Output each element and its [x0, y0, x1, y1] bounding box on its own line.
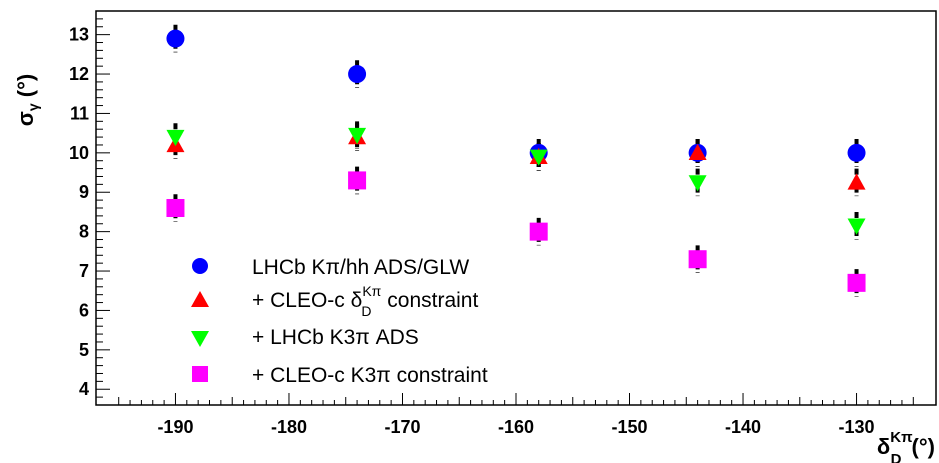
data-point-s3-p3	[688, 250, 707, 269]
data-point-s0-p4	[847, 143, 866, 162]
y-axis: 4 5 6 7 8 9 10 11 12 13	[69, 18, 110, 399]
data-point-s3-p4	[847, 273, 866, 292]
y-axis-title: σγ (°)	[13, 74, 41, 126]
data-point-s3-p1	[348, 171, 367, 190]
y-tick-label: 10	[69, 143, 89, 163]
x-tick-label: -130	[839, 417, 875, 437]
x-tick-label: -160	[498, 417, 534, 437]
data-markers	[166, 29, 866, 292]
y-tick-label: 6	[79, 300, 89, 320]
data-point-s0-p0	[166, 29, 185, 48]
y-tick-label: 9	[79, 182, 89, 202]
x-tick-label: -180	[271, 417, 307, 437]
legend-label-3: + CLEO-c K3π constraint	[252, 364, 488, 387]
y-tick-label: 8	[79, 222, 89, 242]
y-tick-label: 4	[79, 379, 89, 399]
x-tick-label: -140	[725, 417, 761, 437]
data-point-s2-p0	[166, 129, 185, 147]
legend-marker-3	[192, 366, 208, 382]
y-tick-label: 5	[79, 340, 89, 360]
data-point-s2-p4	[847, 218, 866, 235]
data-point-s2-p3	[688, 175, 707, 192]
legend-label-0: LHCb Kπ/hh ADS/GLW	[252, 256, 469, 279]
data-point-s2-p1	[348, 127, 367, 145]
data-point-s3-p2	[529, 222, 548, 241]
x-axis: -190 -180 -170 -160 -150 -140 -130	[118, 393, 914, 437]
data-point-s0-p1	[348, 65, 367, 84]
legend-label-1: + CLEO-c δKπ D constraint	[252, 283, 478, 319]
x-tick-label: -190	[157, 417, 193, 437]
legend-marker-1	[191, 291, 209, 307]
y-tick-label: 12	[69, 64, 89, 84]
x-axis-title: δKπ D (°)	[877, 429, 935, 463]
legend-marker-2	[191, 331, 209, 347]
y-tick-label: 11	[70, 103, 89, 123]
y-tick-label: 7	[79, 261, 89, 281]
x-tick-label: -150	[611, 417, 647, 437]
data-point-s3-p0	[166, 199, 185, 217]
data-point-s1-p4	[847, 173, 866, 190]
plot-frame	[95, 10, 937, 406]
y-tick-label: 13	[69, 25, 89, 45]
legend-label-2: + LHCb K3π ADS	[252, 326, 419, 349]
legend: LHCb Kπ/hh ADS/GLW + CLEO-c δKπ D constra…	[191, 256, 488, 387]
legend-marker-0	[192, 258, 208, 274]
data-point-s2-p2	[529, 149, 548, 166]
x-tick-label: -170	[384, 417, 420, 437]
data-point-s1-p3	[688, 143, 707, 161]
